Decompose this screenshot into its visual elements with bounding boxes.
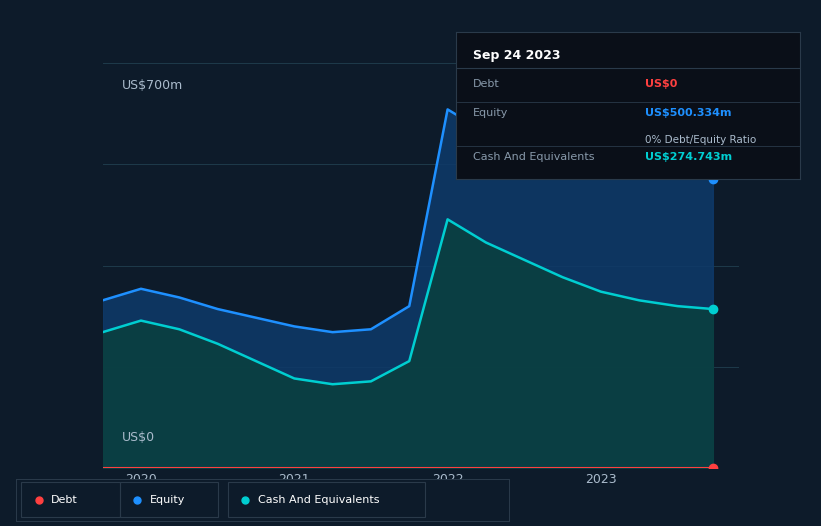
- Text: Cash And Equivalents: Cash And Equivalents: [473, 153, 594, 163]
- Text: US$0: US$0: [645, 79, 677, 89]
- Text: Sep 24 2023: Sep 24 2023: [473, 49, 561, 62]
- Text: US$0: US$0: [122, 431, 155, 444]
- Text: 0% Debt/Equity Ratio: 0% Debt/Equity Ratio: [645, 135, 757, 145]
- Text: Equity: Equity: [149, 494, 185, 505]
- Text: US$500.334m: US$500.334m: [645, 108, 732, 118]
- Text: US$274.743m: US$274.743m: [645, 153, 732, 163]
- Text: Equity: Equity: [473, 108, 508, 118]
- Text: Cash And Equivalents: Cash And Equivalents: [258, 494, 379, 505]
- Text: Debt: Debt: [473, 79, 500, 89]
- Text: US$700m: US$700m: [122, 79, 183, 93]
- Text: Debt: Debt: [51, 494, 78, 505]
